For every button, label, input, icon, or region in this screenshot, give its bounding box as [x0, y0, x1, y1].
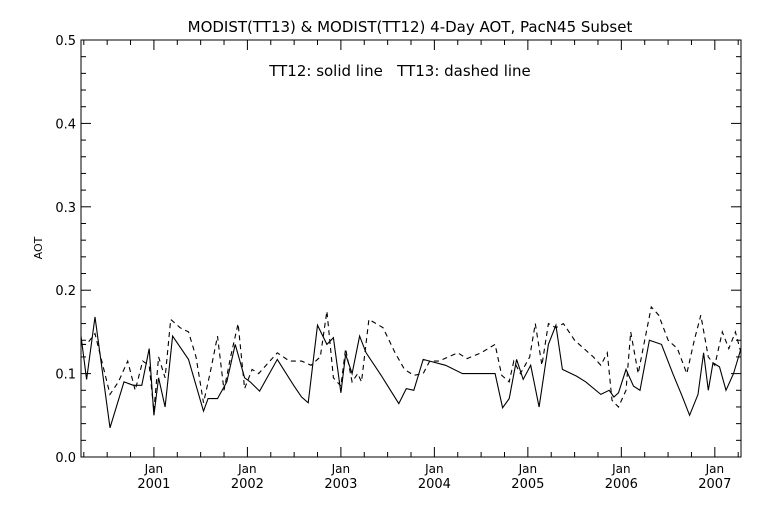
x-tick-year-label: 2007 [698, 477, 731, 492]
series-layer [80, 305, 742, 428]
x-tick-month-label: Jan [424, 462, 444, 476]
x-tick-month-label: Jan [518, 462, 538, 476]
x-tick-year-label: 2002 [231, 477, 264, 492]
line-style-annotation: TT12: solid line TT13: dashed line [268, 62, 531, 80]
x-tick-month-label: Jan [705, 462, 725, 476]
y-tick-label: 0.0 [55, 451, 76, 466]
series-line-tt12 [80, 316, 742, 428]
series-line-tt13 [81, 305, 742, 412]
y-tick-label: 0.4 [55, 117, 76, 132]
chart-title: MODIST(TT13) & MODIST(TT12) 4-Day AOT, P… [188, 18, 633, 36]
x-tick-year-label: 2005 [511, 477, 544, 492]
x-tick-month-label: Jan [237, 462, 257, 476]
x-axis: Jan2001Jan2002Jan2003Jan2004Jan2005Jan20… [83, 40, 739, 492]
x-tick-month-label: Jan [611, 462, 631, 476]
x-tick-month-label: Jan [331, 462, 351, 476]
x-tick-year-label: 2001 [137, 477, 170, 492]
y-tick-label: 0.2 [55, 284, 76, 299]
y-axis-label: AOT [32, 236, 45, 259]
x-tick-year-label: 2003 [324, 477, 357, 492]
y-axis: 0.0 0.1 0.2 0.3 0.4 0.5 [55, 34, 741, 466]
x-tick-year-label: 2004 [418, 477, 451, 492]
y-tick-label: 0.5 [55, 34, 76, 49]
y-tick-label: 0.1 [55, 368, 76, 383]
y-tick-label: 0.3 [55, 201, 76, 216]
x-tick-year-label: 2006 [605, 477, 638, 492]
x-tick-month-label: Jan [144, 462, 164, 476]
